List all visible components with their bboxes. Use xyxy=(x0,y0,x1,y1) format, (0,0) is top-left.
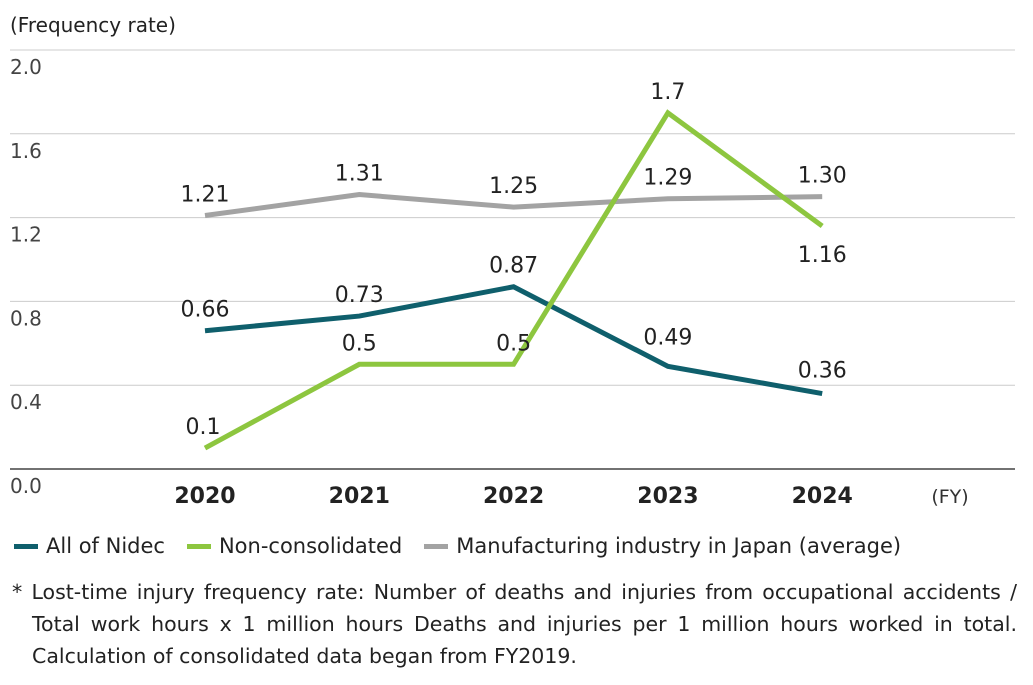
data-label: 0.66 xyxy=(181,298,230,323)
data-label: 1.21 xyxy=(181,183,230,208)
y-tick-label: 1.6 xyxy=(10,139,42,163)
x-tick-label: 2024 xyxy=(792,484,853,509)
legend-item-manufacturing: Manufacturing industry in Japan (average… xyxy=(424,534,901,558)
legend: All of Nidec Non-consolidated Manufactur… xyxy=(14,534,901,558)
data-label: 1.7 xyxy=(650,80,685,105)
data-label: 0.1 xyxy=(186,415,221,440)
y-axis-label: (Frequency rate) xyxy=(10,13,176,37)
data-label: 0.36 xyxy=(798,359,847,384)
data-label: 0.87 xyxy=(489,254,538,279)
legend-swatch xyxy=(186,543,211,549)
y-tick-label: 0.4 xyxy=(10,390,42,414)
series-line-non-consolidated xyxy=(203,109,824,451)
legend-label: All of Nidec xyxy=(46,534,165,558)
legend-swatch xyxy=(424,543,449,549)
data-label: 0.5 xyxy=(342,331,377,356)
data-label: 1.29 xyxy=(643,166,692,191)
line-chart: (Frequency rate) 0.0 0.4 0.8 1.2 1.6 2.0 2020 20… xyxy=(10,13,1015,509)
data-label: 0.73 xyxy=(335,283,384,308)
data-label: 0.5 xyxy=(496,331,531,356)
legend-item-non-consolidated: Non-consolidated xyxy=(186,534,403,558)
x-tick-label: 2023 xyxy=(637,484,698,509)
x-tick-label: 2021 xyxy=(329,484,390,509)
data-label: 0.49 xyxy=(643,325,692,350)
data-label: 1.16 xyxy=(798,243,847,268)
legend-label: Non-consolidated xyxy=(218,534,403,558)
data-label: 1.30 xyxy=(798,164,847,189)
y-tick-label: 2.0 xyxy=(10,55,42,79)
legend-label: Manufacturing industry in Japan (average… xyxy=(456,534,902,558)
x-tick-label: 2022 xyxy=(483,484,544,509)
x-tick-label: 2020 xyxy=(174,484,235,509)
y-tick-label: 0.0 xyxy=(10,474,42,498)
x-axis-label: (FY) xyxy=(931,486,968,508)
data-label: 1.31 xyxy=(335,162,384,187)
footnote: * Lost-time injury frequency rate: Numbe… xyxy=(12,580,1017,668)
legend-item-all-of-nidec: All of Nidec xyxy=(14,534,165,558)
y-tick-label: 1.2 xyxy=(10,223,42,247)
data-label: 1.25 xyxy=(489,174,538,199)
y-tick-label: 0.8 xyxy=(10,306,42,330)
legend-swatch xyxy=(14,543,38,549)
